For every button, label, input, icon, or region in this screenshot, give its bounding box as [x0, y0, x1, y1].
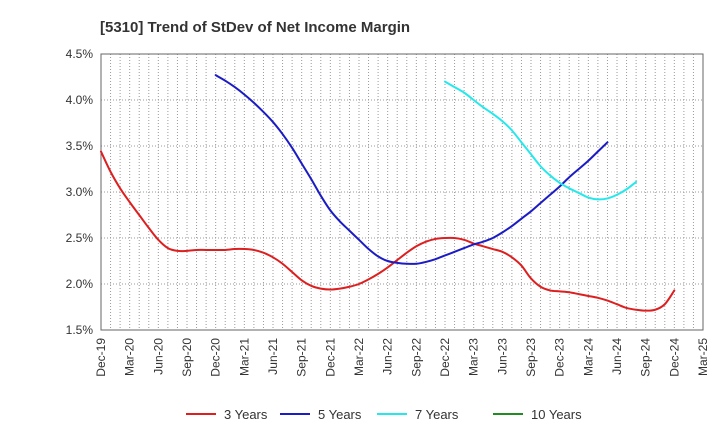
plot-border — [100, 53, 704, 331]
x-tick-label: Dec-22 — [438, 338, 452, 377]
x-tick-label: Jun-24 — [610, 338, 624, 375]
x-tick-label: Sep-20 — [180, 338, 194, 377]
y-tick-label: 2.0% — [66, 277, 94, 291]
x-tick-label: Dec-24 — [667, 338, 681, 377]
legend-label-7-years: 7 Years — [415, 407, 459, 422]
legend-label-3-years: 3 Years — [224, 407, 268, 422]
series-line-5-years — [214, 74, 609, 265]
x-tick-label: Jun-20 — [151, 338, 165, 375]
x-tick-label: Mar-25 — [696, 338, 710, 376]
x-tick-label: Mar-20 — [123, 338, 137, 376]
x-tick-label: Dec-21 — [323, 338, 337, 377]
y-tick-label: 4.0% — [66, 93, 94, 107]
y-tick-label: 1.5% — [66, 323, 94, 337]
series-line-7-years — [444, 80, 638, 201]
legend-label-5-years: 5 Years — [318, 407, 362, 422]
x-tick-label: Sep-23 — [524, 338, 538, 377]
x-tick-label: Mar-21 — [237, 338, 251, 376]
x-tick-label: Sep-22 — [409, 338, 423, 377]
series-line-3-years — [100, 150, 676, 312]
x-tick-label: Dec-20 — [209, 338, 223, 377]
x-tick-label: Jun-22 — [381, 338, 395, 375]
y-tick-label: 4.5% — [66, 47, 94, 61]
legend-label-10-years: 10 Years — [531, 407, 582, 422]
legend: 3 Years 5 Years 7 Years 10 Years — [186, 407, 582, 422]
y-tick-label: 3.0% — [66, 185, 94, 199]
x-tick-label: Dec-19 — [94, 338, 108, 377]
x-tick-label: Mar-24 — [581, 338, 595, 376]
y-tick-label: 2.5% — [66, 231, 94, 245]
x-tick-label: Sep-21 — [295, 338, 309, 377]
x-tick-label: Mar-23 — [467, 338, 481, 376]
x-tick-label: Sep-24 — [639, 338, 653, 377]
y-tick-label: 3.5% — [66, 139, 94, 153]
x-tick-label: Dec-23 — [553, 338, 567, 377]
plot-area: 1.5% 2.0% 2.5% 3.0% 3.5% 4.0% 4.5% Dec-19 Mar-20… — [66, 47, 710, 377]
x-tick-label: Jun-21 — [266, 338, 280, 375]
x-tick-label: Mar-22 — [352, 338, 366, 376]
chart-title: [5310] Trend of StDev of Net Income Marg… — [100, 19, 410, 36]
x-tick-label: Jun-23 — [495, 338, 509, 375]
